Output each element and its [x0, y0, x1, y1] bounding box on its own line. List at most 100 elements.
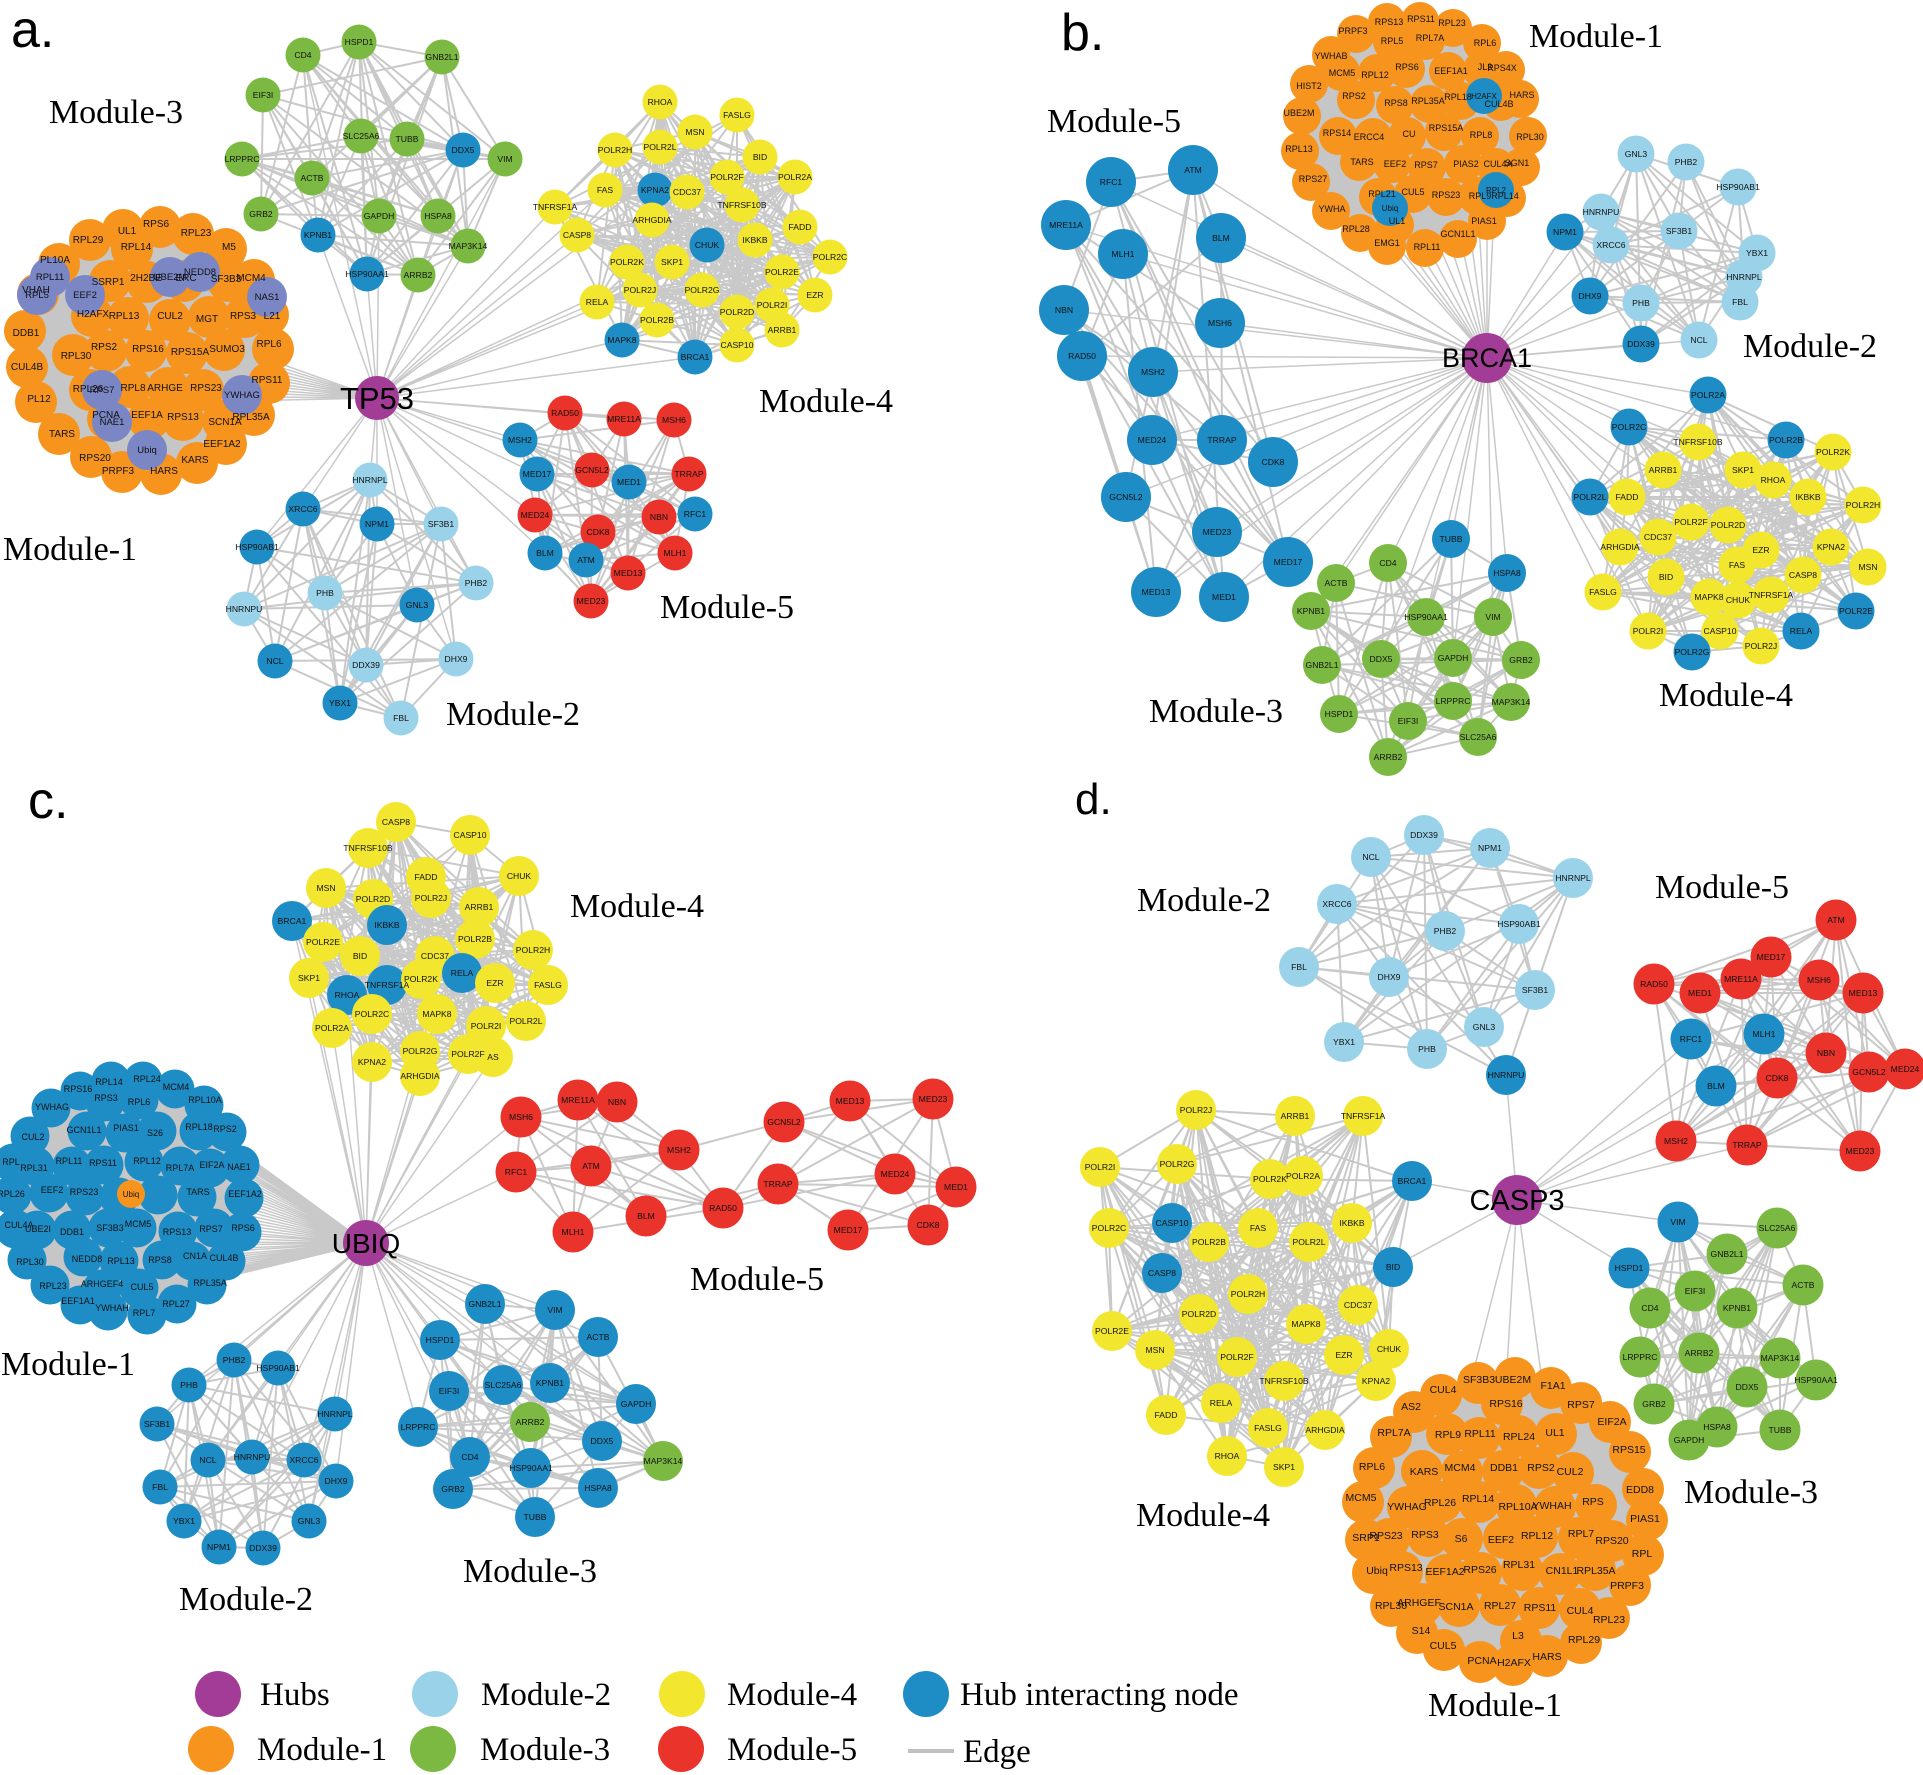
- svg-text:RPS26: RPS26: [1463, 1564, 1496, 1576]
- svg-text:POLR2A: POLR2A: [778, 172, 812, 182]
- svg-text:MED17: MED17: [1274, 557, 1303, 567]
- svg-text:MED1: MED1: [944, 1182, 968, 1192]
- svg-text:MCM4: MCM4: [236, 273, 266, 284]
- svg-text:PRPF3: PRPF3: [102, 466, 135, 477]
- svg-text:DDB1: DDB1: [60, 1227, 84, 1237]
- svg-text:POLR2I: POLR2I: [1085, 1162, 1116, 1172]
- svg-text:GCN5L2: GCN5L2: [575, 465, 609, 475]
- svg-text:RHOA: RHOA: [335, 990, 360, 1000]
- svg-text:RPL23: RPL23: [1593, 1614, 1625, 1626]
- svg-text:CHUK: CHUK: [1726, 595, 1751, 605]
- svg-text:ATM: ATM: [1827, 915, 1845, 925]
- svg-text:RPS16: RPS16: [1489, 1398, 1522, 1410]
- svg-text:POLR2A: POLR2A: [1691, 390, 1725, 400]
- svg-text:ACTB: ACTB: [1792, 1280, 1815, 1290]
- svg-text:CDC37: CDC37: [673, 187, 701, 197]
- svg-text:YWHAH: YWHAH: [95, 1303, 129, 1313]
- svg-text:RPL30: RPL30: [16, 1257, 44, 1267]
- svg-text:VIM: VIM: [1670, 1217, 1685, 1227]
- svg-text:ARRB1: ARRB1: [1281, 1111, 1310, 1121]
- svg-text:RPL12: RPL12: [133, 1156, 161, 1166]
- svg-text:RAD50: RAD50: [1640, 979, 1668, 989]
- svg-text:RPL23: RPL23: [181, 228, 212, 239]
- svg-text:SSRP1: SSRP1: [92, 277, 125, 288]
- svg-text:RHOA: RHOA: [1761, 475, 1786, 485]
- svg-text:DHX9: DHX9: [325, 1476, 348, 1486]
- svg-text:Module-5: Module-5: [727, 1732, 857, 1768]
- svg-text:RPL12: RPL12: [1521, 1530, 1553, 1542]
- svg-text:POLR2H: POLR2H: [1846, 500, 1880, 510]
- svg-text:Module-3: Module-3: [480, 1732, 610, 1768]
- svg-text:POLR2L: POLR2L: [510, 1016, 543, 1026]
- svg-text:MED17: MED17: [1757, 952, 1786, 962]
- svg-text:RPS23: RPS23: [1369, 1530, 1402, 1542]
- svg-text:BLM: BLM: [637, 1211, 655, 1221]
- svg-text:Module-2: Module-2: [446, 696, 580, 733]
- svg-text:RPS23: RPS23: [1432, 190, 1461, 200]
- svg-text:POLR2H: POLR2H: [1231, 1289, 1265, 1299]
- svg-text:TNFRSF10B: TNFRSF10B: [343, 843, 392, 853]
- svg-text:GRB2: GRB2: [441, 1484, 465, 1494]
- svg-text:POLR2B: POLR2B: [458, 934, 492, 944]
- svg-text:XRCC6: XRCC6: [289, 1455, 318, 1465]
- svg-text:CDC37: CDC37: [1644, 532, 1672, 542]
- svg-text:BLM: BLM: [1707, 1081, 1725, 1091]
- svg-text:EEF1A: EEF1A: [131, 410, 163, 421]
- svg-text:RPL31: RPL31: [1503, 1559, 1535, 1571]
- svg-text:RPL11: RPL11: [36, 272, 64, 283]
- svg-text:CASP10: CASP10: [721, 340, 754, 350]
- svg-text:RPL24: RPL24: [133, 1074, 161, 1084]
- svg-text:HSPD1: HSPD1: [426, 1335, 455, 1345]
- svg-text:UL1: UL1: [1545, 1427, 1564, 1439]
- svg-text:MED24: MED24: [521, 510, 550, 520]
- svg-text:Module-1: Module-1: [257, 1732, 387, 1768]
- svg-text:RPS11: RPS11: [89, 1158, 117, 1168]
- svg-text:BLM: BLM: [536, 548, 554, 558]
- svg-text:RPS27: RPS27: [1299, 174, 1328, 184]
- svg-text:MED1: MED1: [1212, 592, 1236, 602]
- svg-text:MED13: MED13: [1142, 587, 1171, 597]
- svg-text:BID: BID: [1386, 1262, 1400, 1272]
- svg-text:TUBB: TUBB: [1769, 1425, 1792, 1435]
- svg-text:EEF2: EEF2: [1384, 159, 1407, 169]
- svg-text:XRCC6: XRCC6: [1596, 240, 1625, 250]
- svg-text:NCL: NCL: [1362, 852, 1379, 862]
- svg-text:MLH1: MLH1: [1753, 1029, 1776, 1039]
- svg-text:EIF3I: EIF3I: [439, 1386, 460, 1396]
- svg-text:RELA: RELA: [1210, 1398, 1233, 1408]
- svg-text:DDB1: DDB1: [1490, 1462, 1518, 1474]
- svg-text:MED23: MED23: [919, 1094, 948, 1104]
- svg-text:RPL: RPL: [2, 1157, 20, 1167]
- svg-text:EEF1A2: EEF1A2: [203, 439, 241, 450]
- svg-text:DHX9: DHX9: [445, 654, 468, 664]
- svg-text:PIAS2: PIAS2: [1453, 159, 1479, 169]
- svg-text:RPS15A: RPS15A: [1429, 123, 1464, 133]
- svg-text:POLR2C: POLR2C: [813, 252, 847, 262]
- svg-text:ARRB1: ARRB1: [465, 902, 494, 912]
- svg-text:FASLG: FASLG: [1254, 1423, 1282, 1433]
- svg-text:DDX5: DDX5: [452, 145, 475, 155]
- svg-text:TRRAP: TRRAP: [1732, 1140, 1761, 1150]
- svg-text:ARRB2: ARRB2: [1374, 752, 1403, 762]
- svg-text:RPS20: RPS20: [79, 453, 111, 464]
- svg-text:L21: L21: [264, 311, 281, 322]
- svg-text:SF3B3: SF3B3: [96, 1223, 124, 1233]
- svg-text:RPL35A: RPL35A: [232, 412, 270, 423]
- svg-text:RPL7: RPL7: [133, 1308, 156, 1318]
- svg-text:ARRB2: ARRB2: [1685, 1348, 1714, 1358]
- svg-text:TNFRSF1A: TNFRSF1A: [1749, 590, 1794, 600]
- svg-text:EEF2: EEF2: [73, 290, 97, 301]
- svg-text:CUL4B: CUL4B: [11, 362, 44, 373]
- svg-text:CUL2: CUL2: [21, 1132, 44, 1142]
- svg-text:NPM1: NPM1: [207, 1542, 231, 1552]
- svg-text:RPS2: RPS2: [213, 1124, 237, 1134]
- svg-text:Ubiq: Ubiq: [1382, 204, 1398, 213]
- svg-text:RPL10A: RPL10A: [1498, 1501, 1537, 1513]
- svg-text:S14: S14: [1412, 1625, 1431, 1637]
- svg-text:DDX39: DDX39: [1627, 339, 1655, 349]
- svg-text:NEDD8: NEDD8: [184, 267, 216, 278]
- svg-text:DDX5: DDX5: [1736, 1382, 1759, 1392]
- svg-text:DHX9: DHX9: [1579, 291, 1602, 301]
- svg-text:MSH2: MSH2: [508, 435, 532, 445]
- svg-text:MED1: MED1: [1688, 988, 1712, 998]
